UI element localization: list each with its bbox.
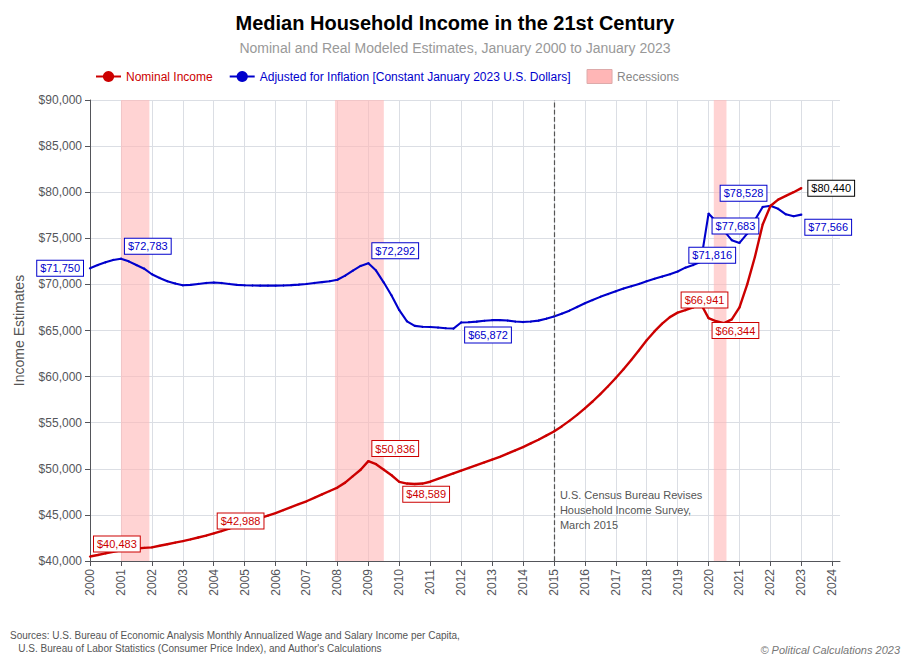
svg-text:2008: 2008 — [330, 569, 344, 596]
svg-text:2003: 2003 — [176, 569, 190, 596]
svg-text:$60,000: $60,000 — [39, 370, 83, 384]
svg-text:Nominal Income: Nominal Income — [126, 70, 213, 84]
svg-text:$80,440: $80,440 — [811, 182, 851, 194]
svg-text:2007: 2007 — [299, 569, 313, 596]
svg-text:Median Household Income in the: Median Household Income in the 21st Cent… — [236, 12, 676, 34]
svg-text:$70,000: $70,000 — [39, 277, 83, 291]
svg-text:$50,836: $50,836 — [375, 443, 415, 455]
svg-text:$80,000: $80,000 — [39, 185, 83, 199]
svg-text:2015: 2015 — [547, 569, 561, 596]
svg-text:Income Estimates: Income Estimates — [11, 275, 27, 386]
svg-text:$48,589: $48,589 — [406, 488, 446, 500]
svg-text:Adjusted for Inflation [Consta: Adjusted for Inflation [Constant January… — [260, 70, 571, 84]
svg-text:$72,292: $72,292 — [375, 245, 415, 257]
svg-text:$66,344: $66,344 — [716, 325, 756, 337]
svg-text:2024: 2024 — [825, 569, 839, 596]
svg-text:$77,566: $77,566 — [808, 221, 848, 233]
svg-text:2005: 2005 — [238, 569, 252, 596]
svg-text:© Political Calculations 2023: © Political Calculations 2023 — [760, 644, 900, 656]
svg-text:Household Income Survey,: Household Income Survey, — [560, 504, 691, 516]
svg-text:2011: 2011 — [423, 569, 437, 595]
svg-text:$90,000: $90,000 — [39, 93, 83, 107]
svg-text:$55,000: $55,000 — [39, 416, 83, 430]
svg-text:2023: 2023 — [794, 569, 808, 596]
svg-text:2020: 2020 — [702, 569, 716, 596]
svg-text:$66,941: $66,941 — [685, 294, 725, 306]
svg-text:2016: 2016 — [578, 569, 592, 596]
svg-text:$78,528: $78,528 — [724, 187, 764, 199]
svg-text:$77,683: $77,683 — [716, 220, 756, 232]
svg-text:U.S. Census Bureau Revises: U.S. Census Bureau Revises — [560, 489, 703, 501]
svg-text:$65,000: $65,000 — [39, 324, 83, 338]
svg-text:2002: 2002 — [145, 569, 159, 596]
svg-text:2006: 2006 — [269, 569, 283, 596]
svg-text:$85,000: $85,000 — [39, 139, 83, 153]
svg-text:Nominal and Real Modeled Estim: Nominal and Real Modeled Estimates, Janu… — [239, 40, 670, 56]
svg-text:2021: 2021 — [732, 569, 746, 596]
svg-text:$75,000: $75,000 — [39, 231, 83, 245]
svg-text:$45,000: $45,000 — [39, 508, 83, 522]
svg-text:2019: 2019 — [671, 569, 685, 596]
svg-text:$72,783: $72,783 — [128, 240, 168, 252]
svg-text:U.S. Bureau of Labor Statistic: U.S. Bureau of Labor Statistics (Consume… — [10, 643, 382, 654]
svg-text:2012: 2012 — [454, 569, 468, 596]
svg-text:2009: 2009 — [361, 569, 375, 596]
svg-text:$65,872: $65,872 — [468, 329, 508, 341]
svg-text:$71,750: $71,750 — [40, 262, 80, 274]
svg-text:$71,816: $71,816 — [692, 249, 732, 261]
svg-text:2013: 2013 — [485, 569, 499, 596]
svg-text:2018: 2018 — [640, 569, 654, 596]
svg-text:2022: 2022 — [763, 569, 777, 596]
svg-text:2010: 2010 — [392, 569, 406, 596]
svg-text:2014: 2014 — [516, 569, 530, 596]
svg-text:2017: 2017 — [609, 569, 623, 596]
svg-text:2004: 2004 — [207, 569, 221, 596]
svg-text:2000: 2000 — [83, 569, 97, 596]
svg-text:Recessions: Recessions — [617, 70, 679, 84]
svg-text:2001: 2001 — [114, 569, 128, 596]
svg-text:$40,000: $40,000 — [39, 554, 83, 568]
svg-text:$50,000: $50,000 — [39, 462, 83, 476]
svg-text:$42,988: $42,988 — [221, 515, 261, 527]
svg-text:$40,483: $40,483 — [97, 538, 137, 550]
svg-text:March 2015: March 2015 — [560, 519, 618, 531]
svg-text:Sources: U.S. Bureau of Econom: Sources: U.S. Bureau of Economic Analysi… — [10, 630, 460, 641]
